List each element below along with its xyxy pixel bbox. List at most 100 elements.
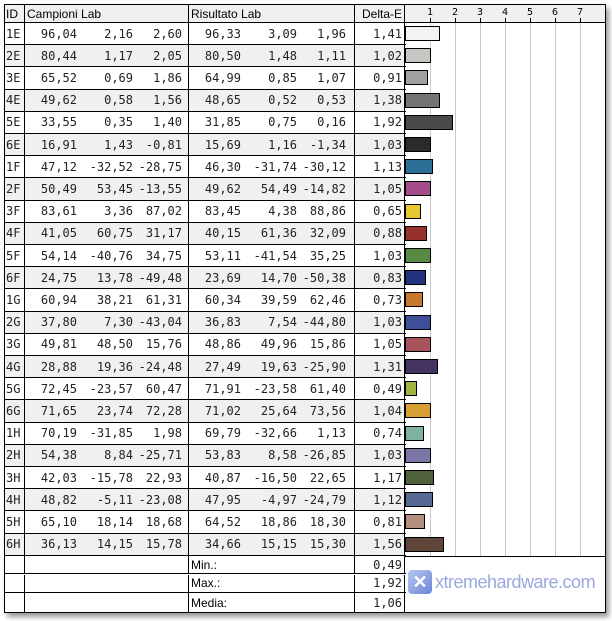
row-id: 4F [5,222,25,244]
campioni-b: 15,76 [145,337,182,352]
delta-e-value: 0,83 [355,267,405,289]
table-row: 4H 48,82 -5,11 -23,08 47,95 -4,97 -24,79 1,12 [5,489,605,512]
delta-e-value: 1,31 [355,356,405,378]
risultato-l: 80,50 [204,48,241,63]
risultato-a: 1,48 [268,48,297,63]
tick-label: 3 [476,7,484,18]
delta-e-value: 1,03 [355,444,405,466]
campioni-lab: 71,65 23,74 72,28 [25,400,189,422]
table-row: 5F 54,14 -40,76 34,75 53,11 -41,54 35,25 1,03 [5,245,605,268]
risultato-a: -4,97 [260,492,297,507]
row-id: 4H [5,489,25,511]
delta-e-bar [405,470,435,485]
campioni-a: 48,50 [96,337,133,352]
campioni-l: 36,13 [40,537,77,552]
risultato-l: 96,33 [204,26,241,41]
campioni-l: 37,80 [40,315,77,330]
risultato-l: 60,34 [204,292,241,307]
risultato-l: 40,15 [204,226,241,241]
tick-label: 7 [576,7,584,18]
empty-cell [25,555,189,574]
campioni-lab: 49,62 0,58 1,56 [25,89,189,111]
campioni-lab: 96,04 2,16 2,60 [25,23,189,45]
risultato-a: 49,96 [260,337,297,352]
campioni-b: -0,81 [145,137,182,152]
risultato-a: 14,70 [260,270,297,285]
risultato-l: 69,79 [204,426,241,441]
delta-e-bar [405,336,432,352]
campioni-lab: 80,44 1,17 2,05 [25,45,189,67]
campioni-a: -23,57 [89,381,133,396]
campioni-lab: 72,45 -23,57 60,47 [25,378,189,400]
campioni-l: 28,88 [40,359,77,374]
row-id: 1E [5,23,25,45]
campioni-l: 54,38 [40,448,77,463]
risultato-lab: 53,11 -41,54 35,25 [189,245,355,267]
risultato-b: 62,46 [309,292,346,307]
delta-e-bar [405,159,434,175]
campioni-a: 1,17 [104,48,133,63]
risultato-a: 0,85 [268,70,297,85]
tick-mark [480,18,481,23]
risultato-b: -30,12 [302,159,346,174]
campioni-l: 83,61 [40,204,77,219]
risultato-a: 4,38 [268,204,297,219]
campioni-l: 49,81 [40,337,77,352]
risultato-a: 18,86 [260,514,297,529]
row-id: 6F [5,267,25,289]
row-id: 2F [5,178,25,200]
delta-e-value: 1,17 [355,467,405,489]
delta-e-value: 1,02 [355,45,405,67]
campioni-b: 87,02 [145,204,182,219]
campioni-lab: 48,82 -5,11 -23,08 [25,489,189,511]
table-row: 3G 49,81 48,50 15,76 48,86 49,96 15,86 1,05 [5,333,605,356]
row-id: 1G [5,289,25,311]
risultato-lab: 60,34 39,59 62,46 [189,289,355,311]
delta-e-bar [405,359,438,374]
risultato-a: 54,49 [260,181,297,196]
risultato-lab: 71,91 -23,58 61,40 [189,378,355,400]
risultato-lab: 69,79 -32,66 1,13 [189,422,355,444]
risultato-a: -31,74 [253,159,297,174]
campioni-l: 54,14 [40,248,77,263]
campioni-b: 34,75 [145,248,182,263]
table-row: 3E 65,52 0,69 1,86 64,99 0,85 1,07 0,91 [5,67,605,90]
delta-e-bar [405,403,431,419]
risultato-a: -16,50 [253,470,297,485]
campioni-a: 14,15 [96,537,133,552]
campioni-b: 2,05 [153,48,182,63]
row-id: 4G [5,356,25,378]
table-row: 6F 24,75 13,78 -49,48 23,69 14,70 -50,38 0,83 [5,267,605,290]
chart-axis: 1 2 3 4 5 6 7 [405,5,605,23]
table-row: 2H 54,38 8,84 -25,71 53,83 8,58 -26,85 1,03 [5,444,605,467]
risultato-b: 1,96 [317,26,346,41]
campioni-lab: 49,81 48,50 15,76 [25,333,189,355]
row-id: 6G [5,400,25,422]
risultato-lab: 47,95 -4,97 -24,79 [189,489,355,511]
risultato-b: -1,34 [309,137,346,152]
delta-e-bar [405,248,431,263]
summary-label: Media: [189,593,355,612]
risultato-a: 25,64 [260,403,297,418]
campioni-b: -13,55 [138,181,182,196]
delta-e-bar [405,425,424,441]
delta-e-value: 1,03 [355,311,405,333]
delta-e-bar [405,270,426,286]
risultato-lab: 15,69 1,16 -1,34 [189,134,355,156]
delta-e-bar [405,514,426,530]
risultato-a: 8,58 [268,448,297,463]
summary-value: 0,49 [355,555,405,574]
campioni-a: 1,43 [104,137,133,152]
risultato-l: 53,11 [204,248,241,263]
empty-cell [5,555,25,574]
chart-footer [406,556,605,612]
row-id: 6E [5,134,25,156]
risultato-l: 40,87 [204,470,241,485]
delta-e-bar [405,48,431,64]
campioni-lab: 33,55 0,35 1,40 [25,111,189,133]
campioni-a: 2,16 [104,26,133,41]
delta-e-bar [405,70,428,86]
risultato-l: 71,91 [204,381,241,396]
table-row: 2G 37,80 7,30 -43,04 36,83 7,54 -44,80 1,03 [5,311,605,334]
tick-label: 6 [551,7,559,18]
